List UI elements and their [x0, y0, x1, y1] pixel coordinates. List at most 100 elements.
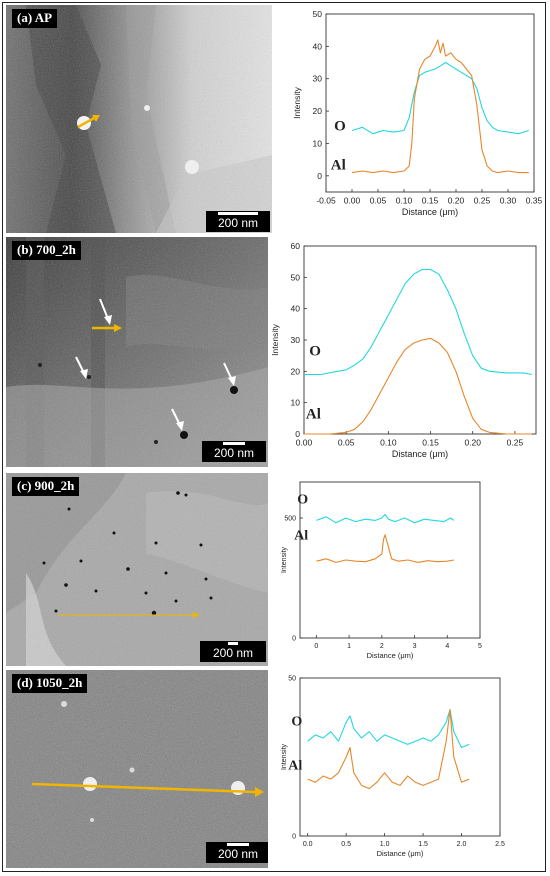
x-tick-label: 0.10	[396, 196, 413, 206]
series-line-o	[316, 513, 455, 524]
line-profile-chart-700-2h-svg: 0.00 0.05 0.10 0.15 0.20 0.25 0 10 20 30 40 50 60 Dis…	[270, 241, 537, 459]
y-tick-label: 60	[291, 241, 301, 251]
scale-bar-line	[223, 442, 245, 445]
series-label-al: Al	[331, 157, 346, 173]
y-axis-label: Intensity	[281, 546, 288, 573]
y-tick-label: 10	[291, 398, 301, 408]
scale-bar-d: 200 nm	[206, 842, 268, 863]
x-tick-label: 0.0	[303, 841, 313, 848]
y-axis-label: Intensity	[270, 323, 280, 355]
x-tick-label: 0.00	[344, 196, 361, 206]
line-profile-chart-900-2h: 0 1 2 3 4 5 0 500 Distance (μm) Intensity O Al	[278, 474, 544, 666]
y-tick-label: 40	[313, 41, 323, 51]
panel-label-b: (b) 700_2h	[12, 241, 81, 260]
y-tick-label: 50	[291, 272, 301, 282]
scale-bar-label: 200 nm	[213, 446, 255, 460]
series-line-o	[307, 709, 470, 749]
series-label-al: Al	[306, 406, 321, 422]
y-tick-label: 40	[291, 304, 301, 314]
panel-label-c: (c) 900_2h	[12, 477, 80, 496]
precipitates	[42, 491, 213, 616]
micrograph-900-2h: (c) 900_2h 200 nm	[6, 473, 268, 666]
y-tick-label: 20	[291, 366, 301, 376]
line-profile-chart-ap-svg: -0.05 0.00 0.05 0.10 0.15 0.20 0.25 0.30 0.35 0 10…	[292, 9, 543, 217]
series-line-al	[304, 337, 532, 435]
line-profile-chart-ap: -0.05 0.00 0.05 0.10 0.15 0.20 0.25 0.30 0.35 0 10…	[278, 6, 544, 234]
scale-bar-c: 200 nm	[200, 641, 266, 662]
x-tick-label: 1	[347, 643, 351, 650]
x-tick-label: 0.00	[296, 438, 313, 448]
scale-bar-label: 200 nm	[217, 847, 259, 861]
scale-bar-line	[227, 843, 249, 846]
series-label-o: O	[334, 119, 346, 135]
micrograph-700-2h-image	[6, 237, 268, 467]
y-tick-label: 50	[313, 9, 323, 19]
y-tick-label: 0	[295, 429, 300, 439]
x-tick-label: 0.35	[526, 196, 543, 206]
x-axis-label: Distance (μm)	[392, 449, 448, 459]
scale-bar-b: 200 nm	[202, 441, 266, 462]
series-line-o	[351, 61, 529, 135]
micrograph-1050-2h-image	[6, 670, 268, 868]
x-tick-label: 0.15	[422, 196, 439, 206]
series-line-al	[351, 39, 529, 174]
scale-bar-line	[228, 642, 238, 645]
y-tick-label: 20	[313, 106, 323, 116]
x-tick-label: 0.20	[464, 438, 481, 448]
panel-label-d: (d) 1050_2h	[12, 674, 88, 693]
x-tick-label: 1.5	[418, 841, 428, 848]
plot-frame	[303, 245, 537, 435]
micrograph-ap-image	[6, 5, 272, 233]
x-tick-label: 0.05	[338, 438, 355, 448]
scale-bar-a: 200 nm	[206, 211, 270, 232]
y-tick-label: 30	[291, 335, 301, 345]
x-tick-label: 3	[413, 643, 417, 650]
x-tick-label: 0.30	[500, 196, 517, 206]
x-tick-label: 0.05	[370, 196, 387, 206]
x-tick-label: 2	[380, 643, 384, 650]
plot-frame	[299, 481, 481, 639]
y-tick-label: 50	[288, 675, 296, 682]
y-axis-label: Intensity	[281, 743, 288, 770]
x-tick-label: 0.25	[507, 438, 524, 448]
y-axis-label: Intensity	[292, 86, 302, 118]
y-tick-label: 10	[313, 138, 323, 148]
y-tick-label: 0	[317, 171, 322, 181]
scale-bar-label: 200 nm	[217, 216, 259, 230]
x-tick-label: 5	[478, 643, 482, 650]
series-line-al	[316, 534, 454, 563]
x-tick-label: 0.10	[380, 438, 397, 448]
x-tick-label: 0	[314, 643, 318, 650]
x-tick-label: 0.5	[341, 841, 351, 848]
x-tick-label: 2.0	[457, 841, 467, 848]
line-profile-chart-700-2h: 0.00 0.05 0.10 0.15 0.20 0.25 0 10 20 30 40 50 60 Dis…	[270, 238, 544, 468]
series-label-o: O	[309, 344, 321, 360]
micrograph-ap: (a) AP 200 nm	[6, 5, 272, 233]
x-tick-label: 4	[445, 643, 449, 650]
series-label-o: O	[291, 714, 302, 729]
panel-label-a: (a) AP	[12, 9, 58, 28]
line-profile-chart-900-2h-svg: 0 1 2 3 4 5 0 500 Distance (μm) Intensity O Al	[281, 481, 482, 660]
micrograph-900-2h-image	[6, 473, 268, 666]
x-axis-label: Distance (μm)	[367, 651, 414, 660]
line-profile-chart-1050-2h: 0.0 0.5 1.0 1.5 2.0 2.5 0 50 Distance (μm) Intens…	[278, 670, 544, 868]
x-axis-label: Distance (μm)	[402, 207, 458, 217]
x-tick-label: -0.05	[316, 196, 336, 206]
micrograph-700-2h: (b) 700_2h 200 nm	[6, 237, 268, 467]
series-label-al: Al	[288, 759, 302, 774]
y-tick-label: 0	[292, 635, 296, 642]
plot-frame	[299, 677, 501, 837]
x-tick-label: 0.25	[474, 196, 491, 206]
x-axis-label: Distance (μm)	[377, 849, 424, 858]
scale-bar-line	[218, 212, 258, 215]
micrograph-1050-2h: (d) 1050_2h 200 nm	[6, 670, 268, 868]
x-tick-label: 0.15	[422, 438, 439, 448]
series-label-o: O	[297, 493, 308, 508]
line-profile-chart-1050-2h-svg: 0.0 0.5 1.0 1.5 2.0 2.5 0 50 Distance (μm) Intens…	[281, 675, 505, 858]
scale-bar-label: 200 nm	[212, 646, 254, 660]
x-tick-label: 2.5	[495, 841, 505, 848]
series-line-o	[304, 268, 532, 376]
x-tick-label: 0.20	[448, 196, 465, 206]
series-label-al: Al	[294, 529, 308, 544]
